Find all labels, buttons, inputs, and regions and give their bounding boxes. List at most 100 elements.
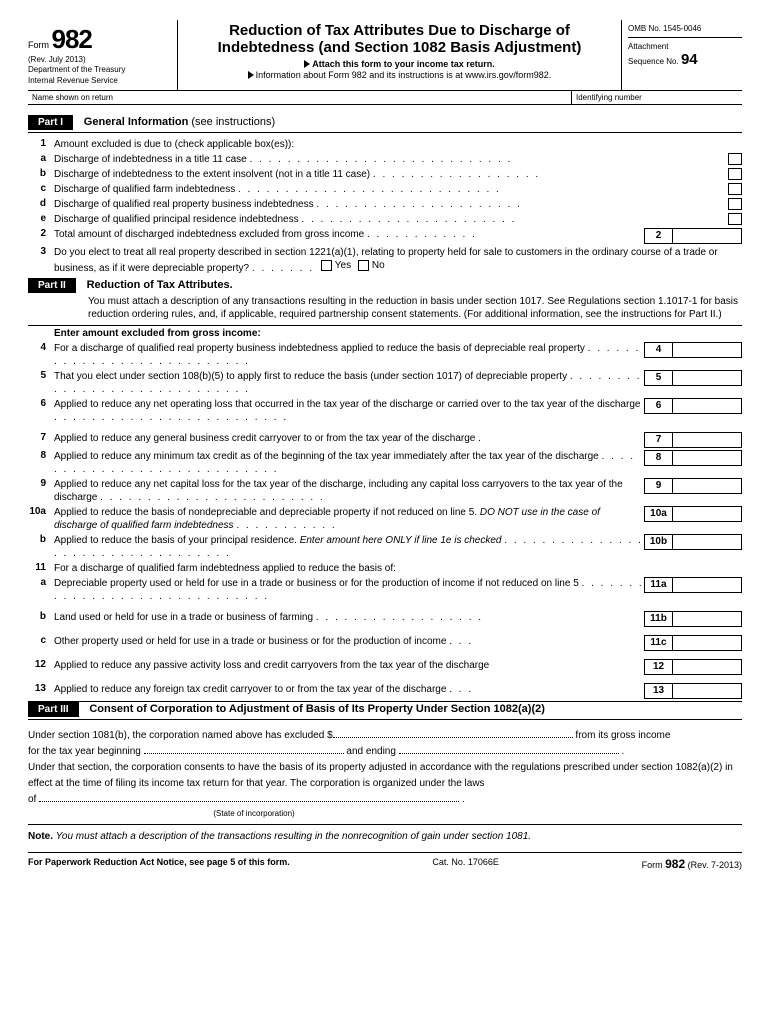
line-12-amount[interactable] — [672, 659, 742, 675]
part1-title: General Information — [84, 116, 189, 128]
footer-center: Cat. No. 17066E — [432, 857, 499, 871]
box-4-label: 4 — [644, 342, 672, 358]
part3-header: Part III Consent of Corporation to Adjus… — [28, 702, 742, 720]
department-2: Internal Revenue Service — [28, 77, 171, 86]
line-11a-num: a — [28, 577, 54, 588]
line-1c-text: Discharge of qualified farm indebtedness — [54, 184, 235, 195]
line-1b-num: b — [28, 168, 54, 179]
line-1c-num: c — [28, 183, 54, 194]
excluded-amount-field[interactable] — [333, 737, 573, 738]
line-13-amount[interactable] — [672, 683, 742, 699]
sequence-label: Sequence No. — [628, 57, 679, 66]
line-1-num: 1 — [28, 138, 54, 149]
line-10b-text: Applied to reduce the basis of your prin… — [54, 535, 297, 546]
dots: . . . . . . . . . . . . . . . . . . — [373, 169, 540, 180]
part1-header: Part I General Information (see instruct… — [28, 115, 742, 133]
dots: . . . . . . . . . . . . . . . . . . . . … — [238, 184, 501, 195]
line-4-amount[interactable] — [672, 342, 742, 358]
box-9-label: 9 — [644, 478, 672, 494]
line-10b-num: b — [28, 534, 54, 545]
checkbox-1e[interactable] — [728, 213, 742, 225]
part2-tab: Part II — [28, 278, 76, 293]
box-8-label: 8 — [644, 450, 672, 466]
line-10b-amount[interactable] — [672, 534, 742, 550]
line-10b-italic: Enter amount here ONLY if line 1e is che… — [300, 535, 502, 546]
line-6-amount[interactable] — [672, 398, 742, 414]
name-id-row: Name shown on return Identifying number — [28, 91, 742, 105]
p3-t4: and ending — [346, 746, 396, 757]
tax-year-end-field[interactable] — [399, 753, 619, 754]
line-10a-num: 10a — [28, 506, 54, 517]
id-field[interactable]: Identifying number — [572, 91, 742, 104]
line-1a-num: a — [28, 153, 54, 164]
checkbox-yes[interactable] — [321, 260, 332, 271]
line-5-amount[interactable] — [672, 370, 742, 386]
part1-tab: Part I — [28, 115, 73, 130]
dots: . . . . . . . . . . . . . . . . . . . . … — [301, 214, 516, 225]
tax-year-begin-field[interactable] — [144, 753, 344, 754]
dots: . . . . . . . . . . . . . . . . . . . . … — [100, 492, 325, 503]
line-5-num: 5 — [28, 370, 54, 381]
box-11b-label: 11b — [644, 611, 672, 627]
line-11c-amount[interactable] — [672, 635, 742, 651]
enter-amount-label: Enter amount excluded from gross income: — [54, 327, 742, 340]
box-11a-label: 11a — [644, 577, 672, 593]
line-9-amount[interactable] — [672, 478, 742, 494]
line-13-num: 13 — [28, 683, 54, 694]
box-12-label: 12 — [644, 659, 672, 675]
dots: . . . . . . . . . . . . . . . . . . . . … — [54, 412, 288, 423]
note-label: Note. — [28, 831, 53, 842]
line-7-text: Applied to reduce any general business c… — [54, 433, 475, 444]
state-field[interactable] — [39, 801, 459, 802]
line-10a-text: Applied to reduce the basis of nondeprec… — [54, 507, 477, 518]
omb-number: OMB No. 1545-0046 — [628, 24, 742, 38]
line-12-text: Applied to reduce any passive activity l… — [54, 660, 489, 671]
line-11b-text: Land used or held for use in a trade or … — [54, 612, 313, 623]
line-12-num: 12 — [28, 659, 54, 670]
checkbox-1a[interactable] — [728, 153, 742, 165]
revision: (Rev. July 2013) — [28, 55, 171, 64]
line-6-num: 6 — [28, 398, 54, 409]
box-10a-label: 10a — [644, 506, 672, 522]
part2-title: Reduction of Tax Attributes. — [87, 279, 233, 291]
dots: . . . . . . . . . . . — [236, 520, 336, 531]
line-8-amount[interactable] — [672, 450, 742, 466]
dots: . . . — [449, 684, 473, 695]
checkbox-1c[interactable] — [728, 183, 742, 195]
checkbox-1d[interactable] — [728, 198, 742, 210]
attach-instruction: Attach this form to your income tax retu… — [312, 59, 495, 69]
no-label: No — [372, 259, 385, 272]
line-4-text: For a discharge of qualified real proper… — [54, 343, 585, 354]
footer-rev: (Rev. 7-2013) — [688, 860, 742, 870]
form-header: Form 982 (Rev. July 2013) Department of … — [28, 20, 742, 91]
line-9-num: 9 — [28, 478, 54, 489]
name-field[interactable]: Name shown on return — [28, 91, 572, 104]
p3-t3: for the tax year beginning — [28, 746, 141, 757]
p3-t6: of — [28, 794, 36, 805]
line-7-amount[interactable] — [672, 432, 742, 448]
box-10b-label: 10b — [644, 534, 672, 550]
part3-title: Consent of Corporation to Adjustment of … — [81, 703, 545, 715]
part1-suffix: (see instructions) — [191, 116, 275, 128]
line-1d-num: d — [28, 198, 54, 209]
part3-tab: Part III — [28, 702, 79, 717]
line-11b-amount[interactable] — [672, 611, 742, 627]
p3-t2: from its gross income — [575, 730, 670, 741]
part2-desc: You must attach a description of any tra… — [28, 293, 742, 323]
sequence-no: 94 — [681, 51, 698, 68]
form-number: 982 — [52, 24, 92, 54]
department-1: Department of the Treasury — [28, 66, 171, 75]
line-3-text: Do you elect to treat all real property … — [54, 247, 718, 274]
box-13-label: 13 — [644, 683, 672, 699]
checkbox-1b[interactable] — [728, 168, 742, 180]
p3-t5: Under that section, the corporation cons… — [28, 762, 733, 789]
line-2-amount[interactable] — [672, 228, 742, 244]
line-11a-amount[interactable] — [672, 577, 742, 593]
line-11b-num: b — [28, 611, 54, 622]
note-section: Note. You must attach a description of t… — [28, 824, 742, 842]
checkbox-no[interactable] — [358, 260, 369, 271]
line-11-num: 11 — [28, 562, 54, 573]
yes-label: Yes — [335, 259, 351, 272]
line-8-num: 8 — [28, 450, 54, 461]
line-10a-amount[interactable] — [672, 506, 742, 522]
